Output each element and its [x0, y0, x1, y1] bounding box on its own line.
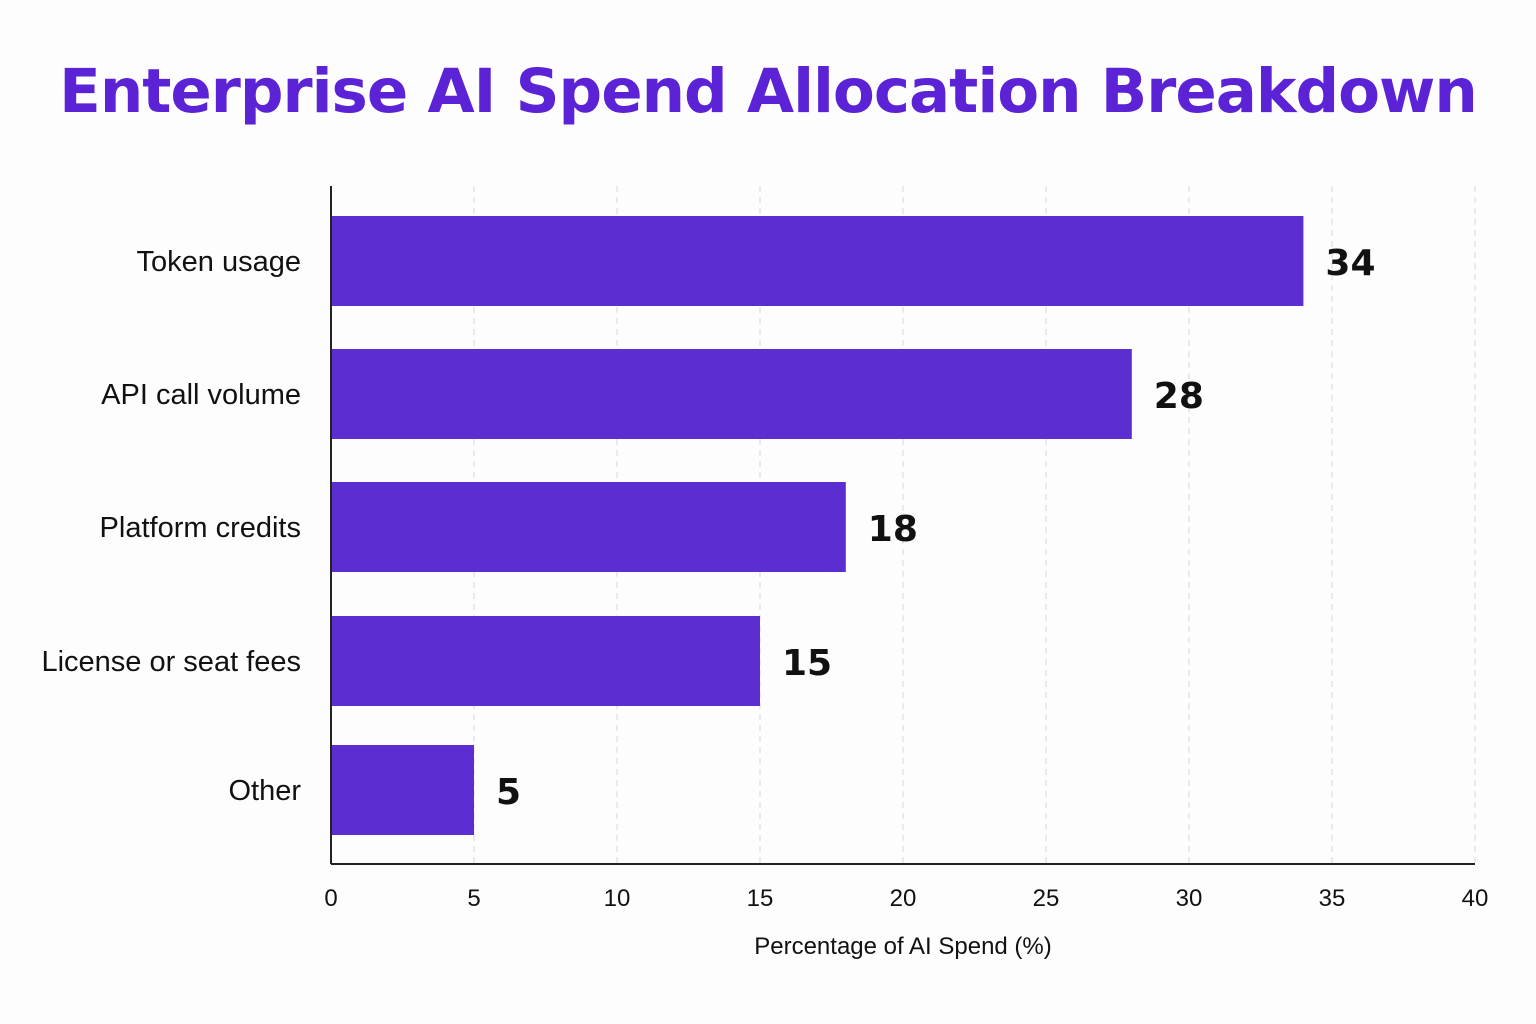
value-label: 28 [1154, 376, 1204, 417]
bar-token-usage [331, 216, 1304, 306]
x-tick-label: 0 [324, 885, 337, 912]
value-label: 34 [1325, 243, 1375, 284]
bar-api-call-volume [331, 349, 1132, 439]
category-label: Other [228, 775, 301, 807]
x-tick-label: 40 [1462, 885, 1489, 912]
value-label: 5 [496, 772, 521, 813]
x-tick-label: 15 [747, 885, 774, 912]
bar-platform-credits [331, 482, 846, 572]
value-label: 18 [868, 509, 918, 550]
axes [330, 186, 1475, 865]
bars [331, 216, 1304, 835]
x-axis-title: Percentage of AI Spend (%) [754, 933, 1052, 960]
value-label: 15 [782, 643, 832, 684]
bar-other [331, 745, 474, 835]
category-label: License or seat fees [41, 646, 301, 678]
x-tick-label: 25 [1033, 885, 1060, 912]
bar-license-or-seat-fees [331, 616, 760, 706]
chart-title: Enterprise AI Spend Allocation Breakdown [59, 56, 1478, 127]
x-tick-label: 35 [1319, 885, 1346, 912]
x-tick-label: 30 [1176, 885, 1203, 912]
category-label: Token usage [137, 246, 301, 278]
category-label: Platform credits [100, 512, 301, 544]
x-tick-label: 5 [467, 885, 480, 912]
labels: 0 5 10 15 20 25 30 35 40 Token usage 34 API call vo… [41, 243, 1488, 912]
x-tick-label: 10 [604, 885, 631, 912]
x-tick-label: 20 [890, 885, 917, 912]
category-label: API call volume [101, 379, 301, 411]
